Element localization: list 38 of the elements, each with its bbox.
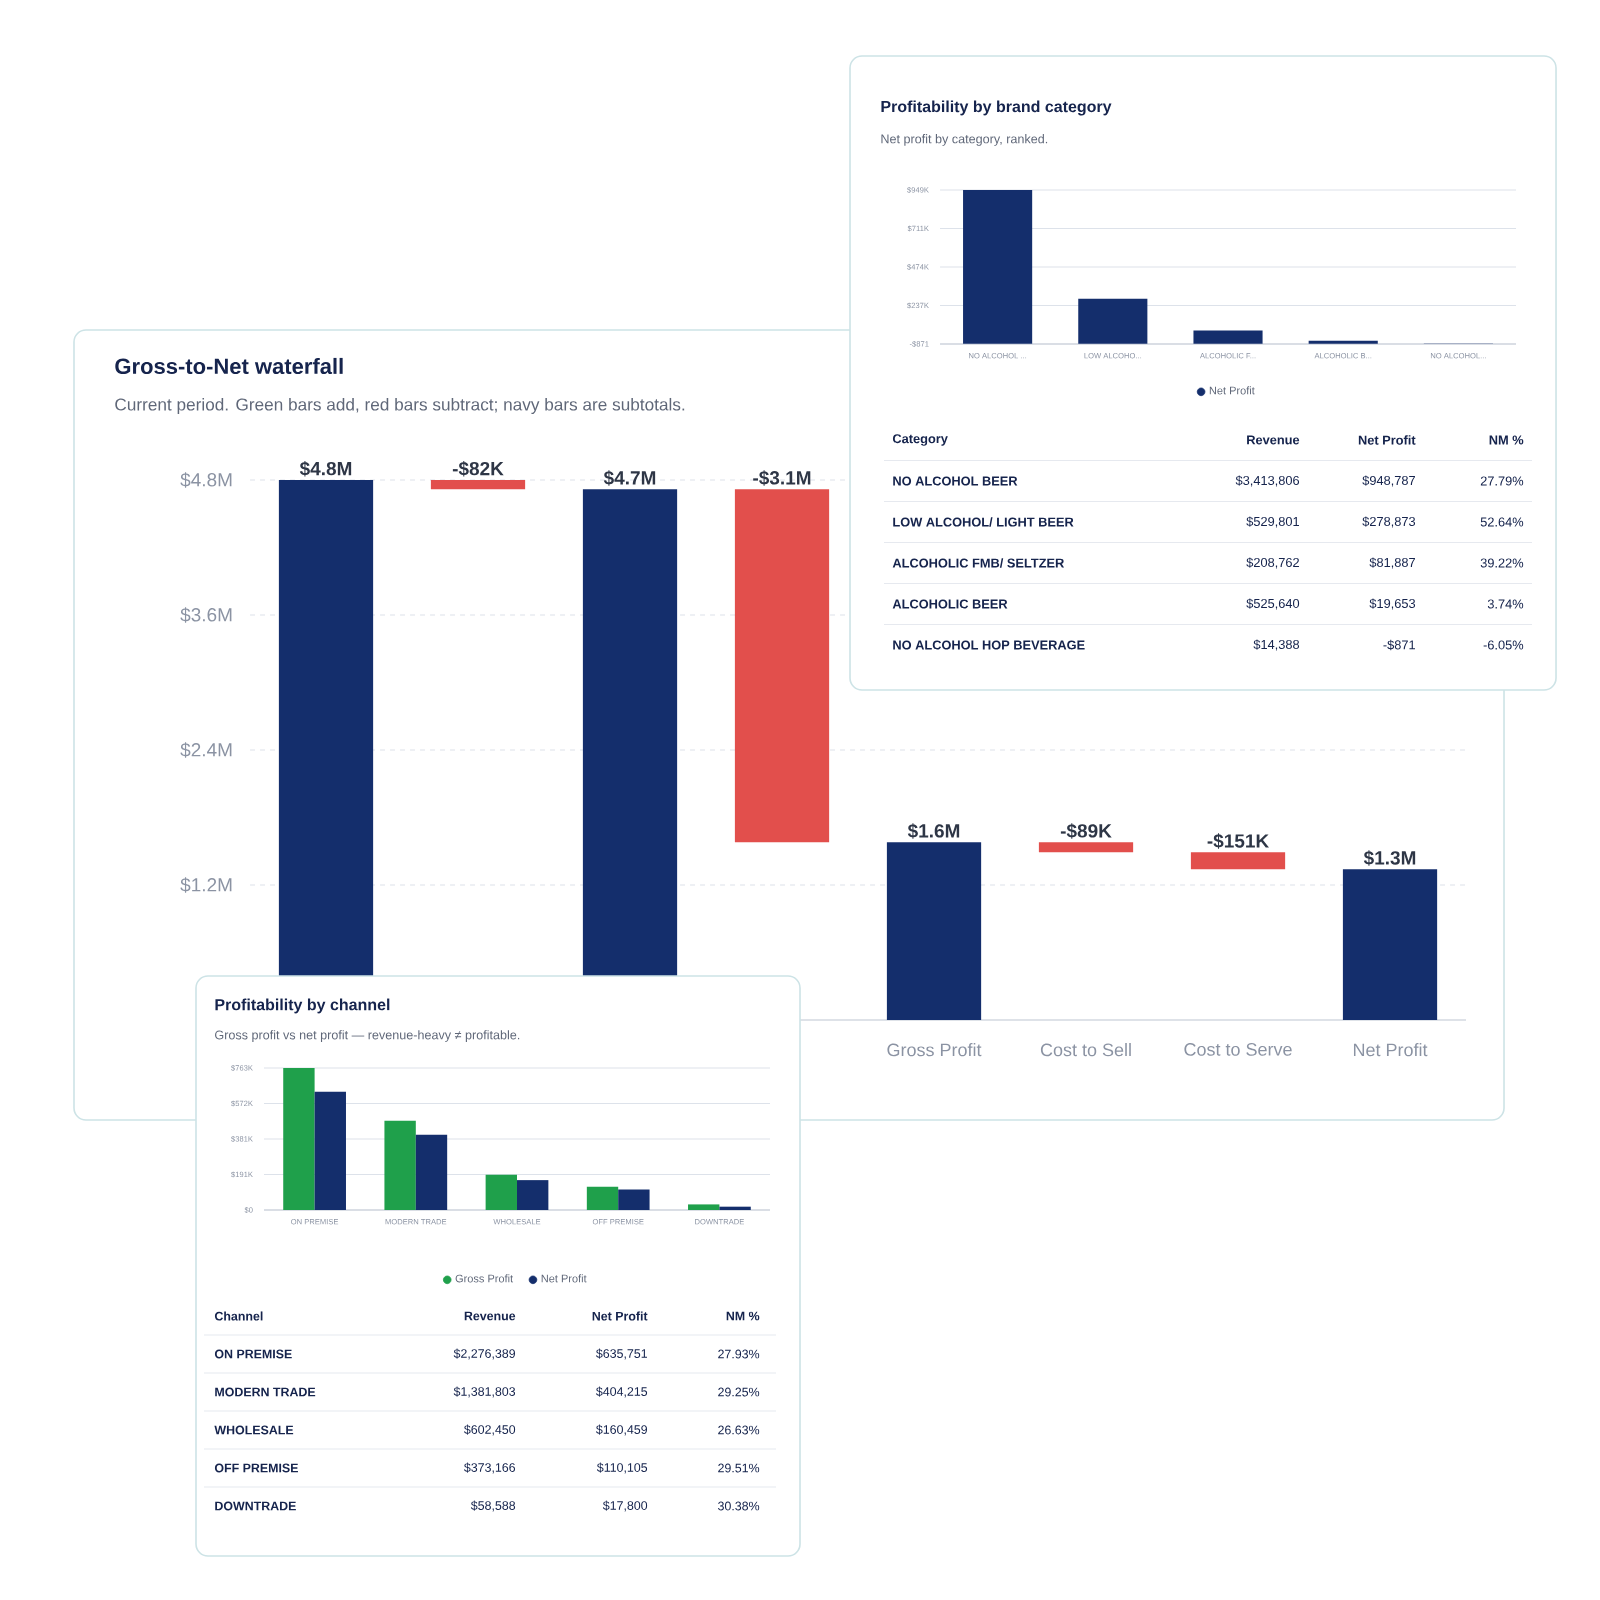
chart-title: Profitability by channel (215, 998, 390, 1014)
y-tick-label: $4.8M (180, 472, 232, 488)
chart-subtitle: Current period. Green bars add, red bars subtract; navy bars are subtotals. (115, 397, 685, 414)
bar (485, 1174, 517, 1210)
chart-title: Profitability by brand category (881, 100, 1112, 116)
y-tick-label: $3.6M (180, 607, 232, 623)
x-tick-label: Cost to Sell (1040, 1043, 1131, 1057)
data-label: -$82K (452, 461, 504, 477)
x-tick-label: Net Profit (1353, 1043, 1428, 1057)
data-label: $1.6M (907, 823, 960, 839)
bar (688, 1204, 720, 1210)
data-label: -$89K (1060, 823, 1112, 839)
bar (618, 1189, 650, 1210)
x-tick-label: Cost to Serve (1184, 1043, 1292, 1056)
bar (963, 189, 1033, 344)
y-tick-label: $2.4M (180, 742, 232, 758)
bar (886, 842, 982, 1020)
bar (517, 1180, 549, 1210)
bar (415, 1134, 448, 1210)
y-tick-label: $1.2M (180, 877, 232, 893)
bar (314, 1091, 346, 1210)
data-label: -$151K (1207, 833, 1269, 849)
bar (1193, 330, 1263, 344)
data-label: $4.8M (299, 461, 352, 477)
x-tick-label: Gross Profit (887, 1043, 982, 1057)
chart-title: Gross-to-Net waterfall (115, 357, 343, 375)
bar (1190, 852, 1286, 870)
data-label: $1.3M (1363, 850, 1416, 866)
bar (1078, 298, 1148, 344)
bar (734, 489, 830, 843)
bar (1038, 842, 1134, 853)
bar (283, 1067, 315, 1210)
bar (1342, 869, 1438, 1020)
bar (384, 1120, 416, 1210)
data-label: $4.7M (603, 470, 656, 486)
data-label: -$3.1M (753, 470, 811, 486)
bar (430, 479, 526, 490)
bar (586, 1186, 619, 1210)
